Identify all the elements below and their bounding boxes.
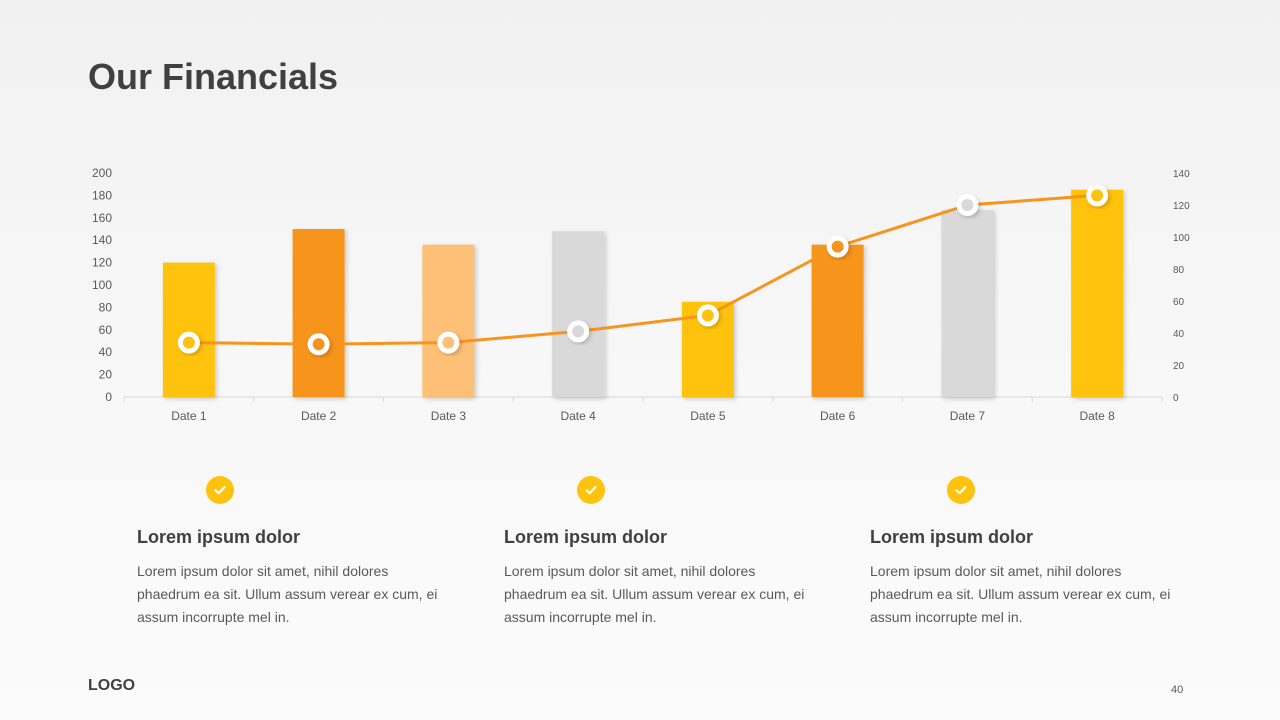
y-left-tick-label: 160 bbox=[92, 211, 112, 225]
feature-title: Lorem ipsum dolor bbox=[504, 527, 668, 547]
y-right-tick-label: 40 bbox=[1173, 329, 1185, 340]
feature-text: Lorem ipsum dolor sit amet, nihil dolore… bbox=[137, 563, 438, 625]
page-title: Our Financials bbox=[88, 56, 339, 97]
y-right-tick-label: 60 bbox=[1173, 297, 1185, 308]
check-circle-icon bbox=[206, 476, 234, 504]
x-tick-label: Date 3 bbox=[431, 409, 467, 423]
x-tick-label: Date 5 bbox=[690, 409, 726, 423]
y-left-tick-label: 40 bbox=[99, 345, 113, 359]
feature-title: Lorem ipsum dolor bbox=[870, 527, 1034, 547]
y-left-tick-label: 120 bbox=[92, 256, 112, 270]
y-left-tick-label: 0 bbox=[105, 390, 112, 404]
x-tick-label: Date 1 bbox=[171, 409, 207, 423]
y-right-tick-label: 0 bbox=[1173, 393, 1179, 404]
x-tick-label: Date 8 bbox=[1079, 409, 1115, 423]
feature-title: Lorem ipsum dolor bbox=[137, 527, 301, 547]
bar bbox=[162, 262, 215, 397]
y-right-tick-label: 120 bbox=[1173, 201, 1190, 212]
line-marker-dot bbox=[312, 338, 325, 351]
bar bbox=[292, 229, 345, 397]
y-left-tick-label: 80 bbox=[99, 300, 113, 314]
y-right-tick-label: 140 bbox=[1173, 169, 1190, 180]
x-tick-label: Date 2 bbox=[301, 409, 337, 423]
feature-text: Lorem ipsum dolor sit amet, nihil dolore… bbox=[504, 563, 805, 625]
y-left-tick-label: 20 bbox=[99, 368, 113, 382]
line-marker-dot bbox=[442, 336, 455, 349]
y-right-tick-label: 100 bbox=[1173, 233, 1190, 244]
y-right-tick-label: 80 bbox=[1173, 265, 1185, 276]
bar bbox=[422, 244, 475, 397]
bar bbox=[1071, 189, 1124, 397]
line-marker-dot bbox=[572, 325, 585, 338]
line-series bbox=[188, 193, 1098, 346]
check-circle-icon bbox=[947, 476, 975, 504]
check-circle-icon bbox=[577, 476, 605, 504]
y-left-tick-label: 100 bbox=[92, 278, 112, 292]
bar bbox=[552, 231, 605, 397]
y-left-tick-label: 60 bbox=[99, 323, 113, 337]
line-marker-dot bbox=[182, 336, 195, 349]
y-left-tick-label: 180 bbox=[92, 188, 112, 202]
x-tick-label: Date 4 bbox=[560, 409, 596, 423]
line-marker-dot bbox=[831, 240, 844, 253]
line-marker-dot bbox=[961, 199, 974, 211]
y-left-tick-label: 140 bbox=[92, 233, 112, 247]
line-marker-dot bbox=[701, 309, 714, 322]
x-tick-label: Date 6 bbox=[820, 409, 856, 423]
line-marker-dot bbox=[1091, 189, 1104, 202]
y-right-tick-label: 20 bbox=[1173, 361, 1185, 372]
bar bbox=[941, 209, 994, 397]
bar bbox=[811, 244, 864, 397]
page-number: 40 bbox=[1171, 684, 1184, 696]
logo: LOGO bbox=[88, 677, 136, 694]
y-left-tick-label: 200 bbox=[92, 166, 112, 180]
x-tick-label: Date 7 bbox=[950, 409, 986, 423]
combo-chart: 0 20 40 60 80 100 120 140 160 180 200 0 20 40 60 80 100 1… bbox=[92, 166, 1190, 423]
feature-text: Lorem ipsum dolor sit amet, nihil dolore… bbox=[870, 563, 1171, 625]
